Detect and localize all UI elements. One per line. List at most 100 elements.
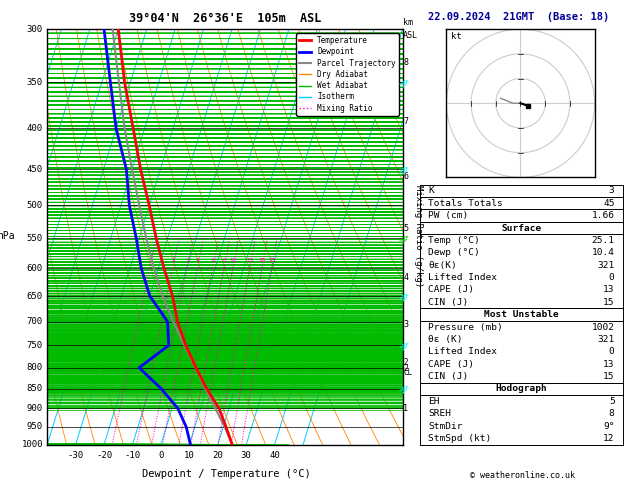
Text: 650: 650: [27, 292, 43, 300]
Text: 39°04'N  26°36'E  105m  ASL: 39°04'N 26°36'E 105m ASL: [129, 12, 321, 25]
Text: Mixing Ratio (g/kg): Mixing Ratio (g/kg): [414, 185, 423, 287]
Text: 450: 450: [27, 165, 43, 174]
Text: CAPE (J): CAPE (J): [428, 285, 474, 295]
Text: 2: 2: [171, 259, 175, 263]
Text: 15: 15: [603, 298, 615, 307]
Text: 321: 321: [598, 260, 615, 270]
Text: © weatheronline.co.uk: © weatheronline.co.uk: [470, 471, 574, 480]
Text: StmDir: StmDir: [428, 422, 463, 431]
Text: 12: 12: [603, 434, 615, 443]
Text: 0: 0: [159, 451, 164, 460]
Text: 5: 5: [403, 225, 408, 233]
Text: ≫: ≫: [398, 162, 411, 176]
Text: 25: 25: [269, 259, 276, 263]
Text: 0: 0: [609, 347, 615, 356]
Text: 7: 7: [403, 117, 408, 126]
Text: Most Unstable: Most Unstable: [484, 310, 559, 319]
Text: km: km: [403, 18, 413, 27]
Text: 550: 550: [27, 234, 43, 243]
Text: 321: 321: [598, 335, 615, 344]
Text: CAPE (J): CAPE (J): [428, 360, 474, 369]
Bar: [420, 185, 623, 222]
Text: 500: 500: [27, 201, 43, 210]
Text: -10: -10: [125, 451, 140, 460]
Text: 3: 3: [186, 259, 189, 263]
Text: Surface: Surface: [501, 224, 542, 232]
Text: ≫: ≫: [398, 231, 411, 245]
Text: 2: 2: [403, 364, 408, 373]
Text: StmSpd (kt): StmSpd (kt): [428, 434, 491, 443]
Text: 13: 13: [603, 285, 615, 295]
Text: Temp (°C): Temp (°C): [428, 236, 480, 245]
Text: PW (cm): PW (cm): [428, 211, 469, 220]
Text: 750: 750: [27, 341, 43, 350]
Text: Totals Totals: Totals Totals: [428, 199, 503, 208]
Text: 1002: 1002: [592, 323, 615, 331]
Text: ≫: ≫: [398, 338, 411, 352]
Text: Dewpoint / Temperature (°C): Dewpoint / Temperature (°C): [142, 469, 311, 479]
Text: 800: 800: [27, 363, 43, 372]
Text: 6: 6: [403, 172, 408, 181]
Legend: Temperature, Dewpoint, Parcel Trajectory, Dry Adiabat, Wet Adiabat, Isotherm, Mi: Temperature, Dewpoint, Parcel Trajectory…: [296, 33, 399, 116]
Text: 1: 1: [148, 259, 152, 263]
Text: 3: 3: [403, 320, 408, 329]
Text: θε (K): θε (K): [428, 335, 463, 344]
Text: ≫: ≫: [398, 75, 411, 89]
Text: 30: 30: [241, 451, 252, 460]
Bar: [420, 383, 623, 445]
Text: 40: 40: [269, 451, 280, 460]
Text: 1: 1: [403, 404, 408, 413]
Text: 13: 13: [603, 360, 615, 369]
Text: 600: 600: [27, 264, 43, 273]
Text: 850: 850: [27, 384, 43, 393]
Text: 15: 15: [603, 372, 615, 381]
Text: 950: 950: [27, 422, 43, 432]
Bar: [420, 309, 623, 383]
Text: kt: kt: [452, 32, 462, 41]
Text: Pressure (mb): Pressure (mb): [428, 323, 503, 331]
Text: 10: 10: [230, 259, 237, 263]
Text: 300: 300: [27, 25, 43, 34]
Text: ≫: ≫: [398, 289, 411, 303]
Text: 400: 400: [27, 124, 43, 133]
Text: hPa: hPa: [0, 231, 15, 241]
Text: 10.4: 10.4: [592, 248, 615, 257]
Text: 4: 4: [196, 259, 200, 263]
Text: Dewp (°C): Dewp (°C): [428, 248, 480, 257]
Text: 900: 900: [27, 404, 43, 413]
Text: 20: 20: [213, 451, 223, 460]
Text: EH: EH: [428, 397, 440, 406]
Bar: [420, 222, 623, 309]
Text: 4: 4: [403, 273, 408, 282]
Text: 5: 5: [609, 397, 615, 406]
Text: 10: 10: [184, 451, 195, 460]
Text: Lifted Index: Lifted Index: [428, 347, 498, 356]
Text: 25.1: 25.1: [592, 236, 615, 245]
Text: ASL: ASL: [403, 31, 418, 40]
Text: 8: 8: [403, 57, 408, 67]
Text: SREH: SREH: [428, 409, 451, 418]
Text: θε(K): θε(K): [428, 260, 457, 270]
Text: Lifted Index: Lifted Index: [428, 273, 498, 282]
Text: 20: 20: [259, 259, 266, 263]
Text: ≫: ≫: [398, 382, 411, 396]
Text: 350: 350: [27, 78, 43, 87]
Text: CIN (J): CIN (J): [428, 298, 469, 307]
Text: 15: 15: [247, 259, 254, 263]
Text: 9°: 9°: [603, 422, 615, 431]
Text: 3: 3: [609, 186, 615, 195]
Text: -20: -20: [96, 451, 112, 460]
Text: 45: 45: [603, 199, 615, 208]
Text: 6: 6: [211, 259, 215, 263]
Text: 22.09.2024  21GMT  (Base: 18): 22.09.2024 21GMT (Base: 18): [428, 12, 610, 22]
Text: CIN (J): CIN (J): [428, 372, 469, 381]
Text: 700: 700: [27, 317, 43, 326]
Text: -30: -30: [67, 451, 84, 460]
Text: 8: 8: [223, 259, 226, 263]
Text: 0: 0: [609, 273, 615, 282]
Text: Hodograph: Hodograph: [496, 384, 547, 394]
Text: 1000: 1000: [21, 440, 43, 449]
Text: 2
CL: 2 CL: [403, 358, 413, 377]
Text: 8: 8: [609, 409, 615, 418]
Text: 1.66: 1.66: [592, 211, 615, 220]
